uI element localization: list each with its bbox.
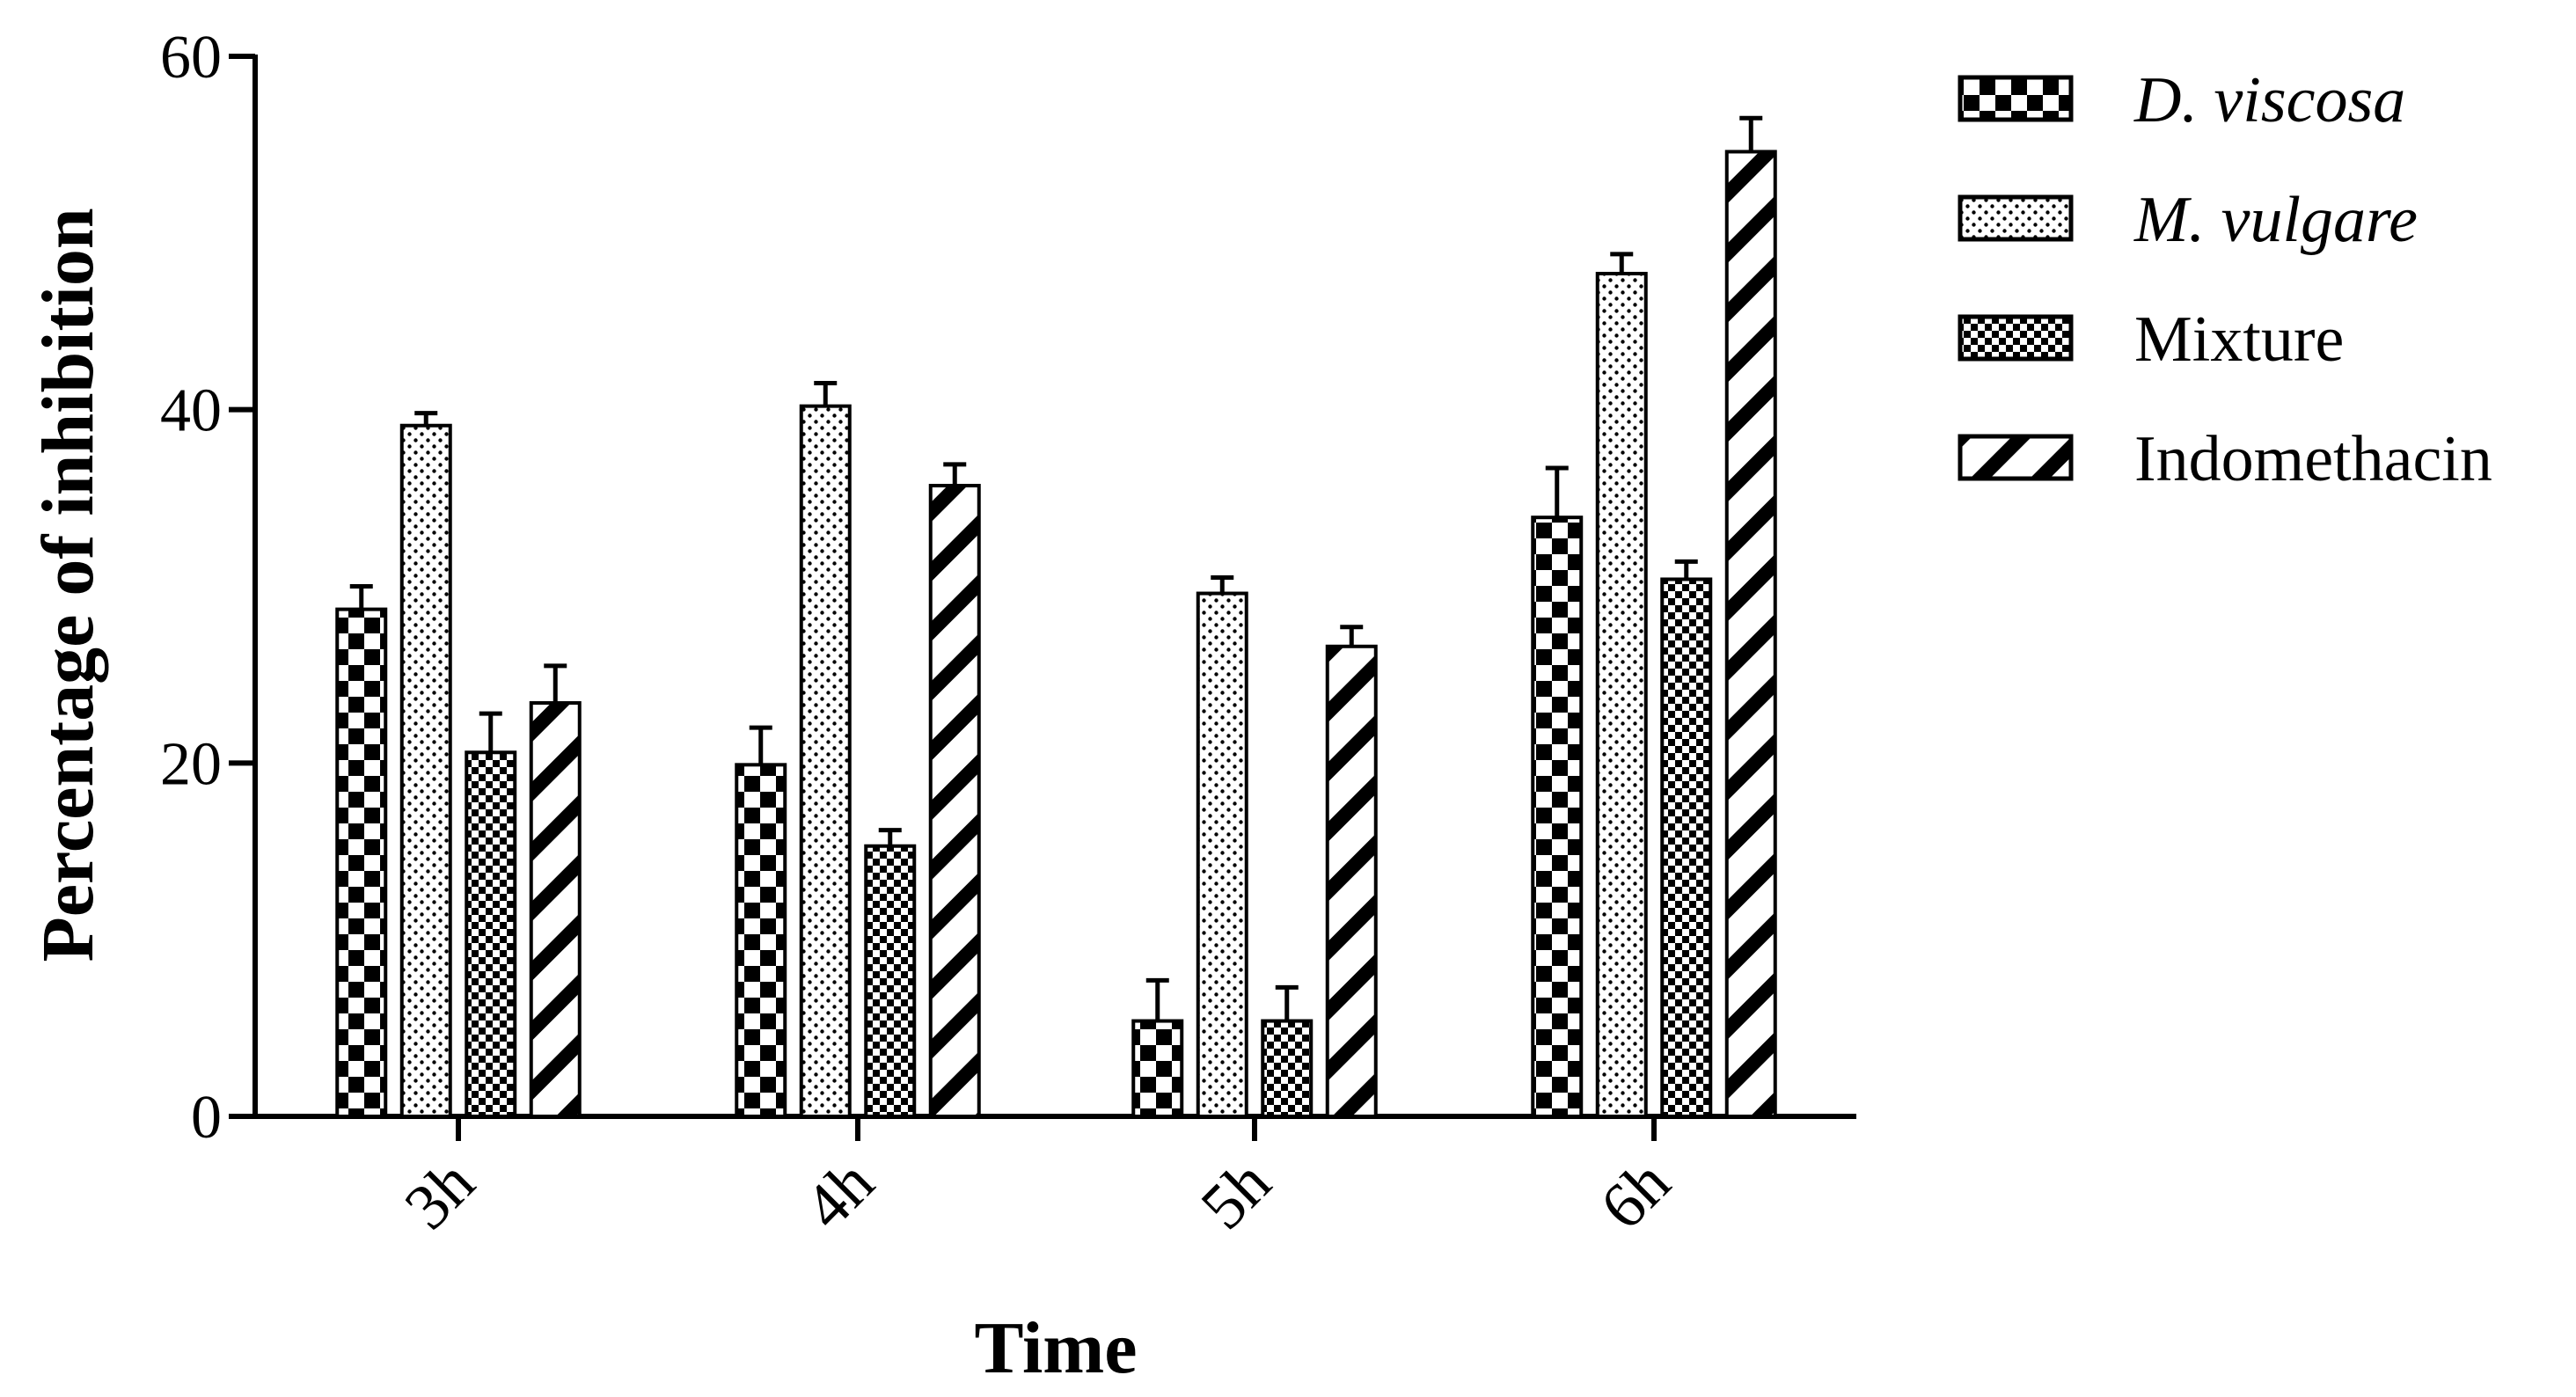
legend-swatch: [1958, 314, 2074, 362]
series-m-vulgare: [399, 252, 1648, 1119]
legend-item: D. viscosa: [1958, 64, 2405, 136]
bar: [1660, 577, 1713, 1118]
bar: [1595, 272, 1648, 1118]
y-tick-label: 0: [191, 1084, 222, 1152]
bar: [335, 607, 388, 1118]
bar: [465, 750, 517, 1118]
bar: [799, 404, 852, 1118]
y-axis-ticks: 0 20 40 60: [160, 24, 255, 1152]
bar: [735, 763, 787, 1118]
x-tick-label: 5h: [1188, 1146, 1284, 1243]
legend-label: Mixture: [2134, 304, 2344, 376]
plot-area: 0 20 40 60 3h 4h 5h 6h: [160, 24, 1856, 1243]
bar: [928, 484, 981, 1118]
y-tick-label: 40: [160, 377, 222, 445]
y-axis-title: Percentage of inhibition: [27, 208, 109, 962]
bar: [1261, 1019, 1314, 1119]
y-tick-label: 20: [160, 730, 222, 798]
legend-label: D. viscosa: [2133, 64, 2405, 136]
legend-swatch: [1958, 194, 2074, 242]
series-mixture: [465, 559, 1713, 1119]
legend-label: M. vulgare: [2133, 184, 2418, 256]
x-axis-ticks: 3h 4h 5h 6h: [392, 1116, 1684, 1243]
legend-swatch: [1958, 75, 2074, 122]
series-d-viscosa: [335, 465, 1584, 1119]
legend-item: Mixture: [1958, 304, 2344, 376]
bar: [1325, 644, 1378, 1118]
x-axis-title: Time: [974, 1307, 1137, 1389]
y-tick-label: 60: [160, 24, 222, 91]
x-tick-label: 3h: [392, 1146, 488, 1243]
series-indomethacin: [529, 115, 1777, 1119]
bar: [529, 701, 582, 1118]
bar: [1131, 1019, 1184, 1119]
legend-item: Indomethacin: [1958, 423, 2492, 495]
bar: [399, 423, 452, 1119]
legend-swatch: [1958, 434, 2074, 481]
bar: [1196, 591, 1248, 1118]
bar-series-group: [335, 115, 1777, 1119]
bar: [1724, 150, 1777, 1119]
bar: [1531, 516, 1584, 1118]
x-tick-label: 4h: [791, 1146, 888, 1243]
legend-label: Indomethacin: [2134, 423, 2492, 495]
bar: [864, 844, 917, 1118]
x-tick-label: 6h: [1587, 1146, 1684, 1243]
legend-item: M. vulgare: [1958, 184, 2418, 256]
legend: D. viscosa M. vulgare Mixture Indomethacin: [1958, 64, 2492, 495]
